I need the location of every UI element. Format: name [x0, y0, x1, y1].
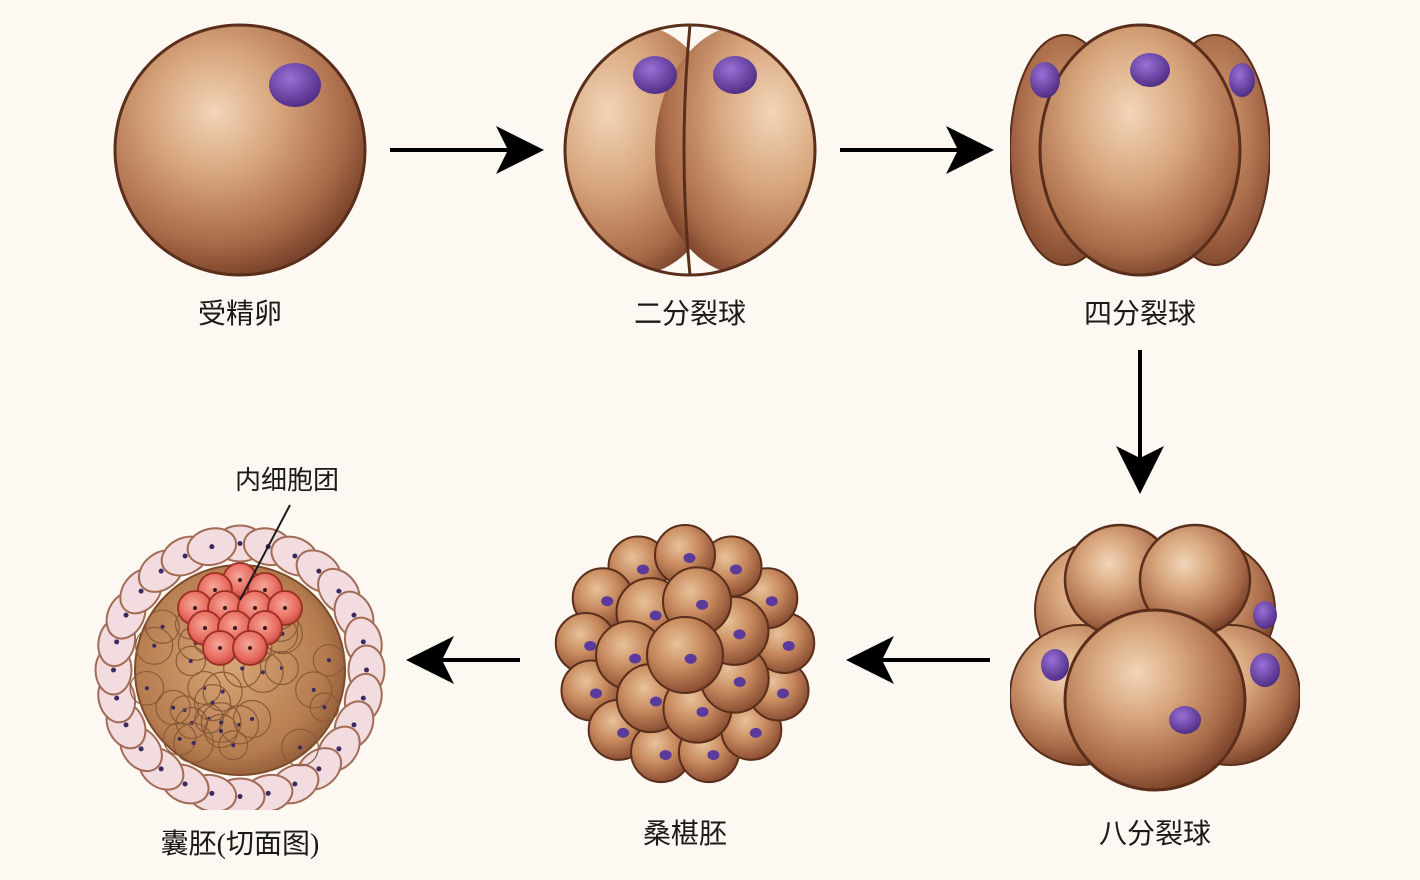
- icm-label: 内细胞团: [235, 460, 339, 497]
- stage-morula: 桑椹胚: [540, 510, 830, 852]
- two-cell-caption: 二分裂球: [560, 292, 820, 332]
- morula: [540, 510, 830, 800]
- four-cell: [1010, 20, 1270, 280]
- blastocyst-caption: 囊胚(切面图): [80, 822, 400, 862]
- stage-four-cell: 四分裂球: [1010, 20, 1270, 332]
- eight-cell: [1010, 510, 1300, 800]
- zygote-caption: 受精卵: [110, 292, 370, 332]
- eight-cell-caption: 八分裂球: [1010, 812, 1300, 852]
- morula-caption: 桑椹胚: [540, 812, 830, 852]
- zygote-cell: [110, 20, 370, 280]
- four-cell-caption: 四分裂球: [1010, 292, 1270, 332]
- stage-blastocyst: 囊胚(切面图): [80, 480, 400, 862]
- blastocyst: [80, 480, 400, 810]
- stage-two-cell: 二分裂球: [560, 20, 820, 332]
- two-cell: [560, 20, 820, 280]
- stage-eight-cell: 八分裂球: [1010, 510, 1300, 852]
- stage-zygote: 受精卵: [110, 20, 370, 332]
